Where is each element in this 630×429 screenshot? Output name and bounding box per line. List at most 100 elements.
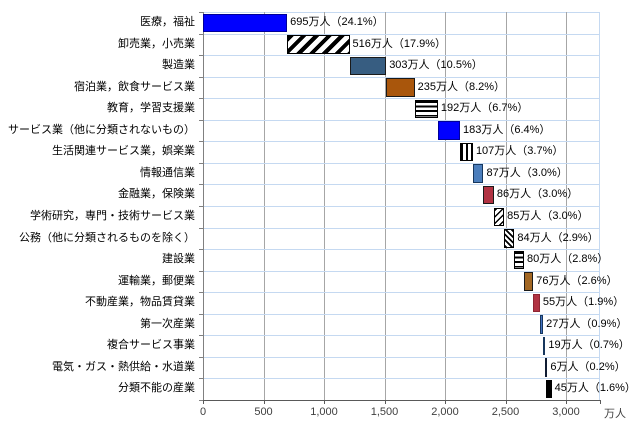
chart-bar	[386, 78, 415, 97]
data-label: 27万人（0.9%）	[546, 317, 628, 330]
x-axis-tick-label: 0	[199, 406, 207, 418]
chart-bar	[203, 13, 288, 33]
data-label: 695万人（24.1%）	[290, 16, 384, 28]
gridline-row	[203, 356, 600, 358]
gridline-row	[203, 119, 600, 121]
y-axis-tick	[199, 184, 203, 186]
y-axis-tick	[199, 400, 203, 401]
x-axis-tick	[263, 400, 265, 404]
x-axis-tick-label: 3,000	[552, 406, 580, 418]
y-axis-tick	[199, 313, 203, 315]
category-label: 製造業	[162, 59, 195, 72]
category-label: 情報通信業	[140, 166, 195, 179]
data-label: 86万人（3.0%）	[496, 188, 579, 201]
x-axis-tick	[203, 400, 204, 404]
gridline-row	[203, 141, 600, 143]
gridline-row	[203, 270, 600, 272]
category-label: 建設業	[162, 253, 195, 266]
chart-bar	[472, 164, 484, 183]
y-axis-tick	[199, 356, 203, 358]
chart-bar	[460, 142, 473, 162]
category-label: 医療，福祉	[140, 16, 195, 28]
data-label: 303万人（10.5%）	[389, 59, 483, 72]
gridline-row	[203, 335, 600, 337]
category-label: 卸売業，小売業	[118, 37, 195, 50]
gridline-row	[203, 184, 600, 186]
x-axis-tick-label: 1,500	[370, 406, 399, 418]
chart-bar	[483, 185, 494, 205]
x-axis-tick	[384, 400, 386, 404]
gridline-row	[203, 227, 600, 229]
x-axis-line	[203, 400, 601, 401]
y-axis-tick	[199, 141, 203, 143]
x-axis-tick	[566, 400, 567, 404]
y-axis-tick	[199, 206, 203, 207]
chart-bar	[524, 272, 534, 291]
x-axis-tick	[324, 400, 325, 404]
chart-bar	[514, 250, 524, 270]
x-axis-unit-label: 万人	[604, 408, 626, 420]
category-label: 生活関連サービス業，娯楽業	[52, 145, 195, 158]
data-label: 87万人（3.0%）	[486, 166, 568, 179]
category-label: 分類不能の産業	[118, 382, 195, 395]
category-label: 学術研究，専門・技術サービス業	[30, 210, 195, 222]
gridline-row	[203, 98, 600, 100]
y-axis-tick	[199, 98, 203, 100]
data-label: 55万人（1.9%）	[542, 296, 625, 309]
category-label: 金融業，保険業	[118, 188, 195, 201]
y-axis-tick	[199, 162, 203, 164]
y-axis-tick	[199, 12, 203, 13]
category-label: 不動産業，物品賃貸業	[85, 296, 195, 309]
gridline-row	[203, 249, 600, 251]
data-label: 183万人（6.4%）	[463, 123, 551, 136]
chart-bar	[493, 207, 505, 227]
chart-bar	[287, 35, 350, 54]
data-label: 192万人（6.7%）	[440, 102, 529, 115]
data-label: 76万人（2.6%）	[536, 274, 618, 287]
chart-bar	[543, 336, 546, 356]
chart-bar	[349, 56, 387, 76]
gridline-row	[203, 378, 600, 380]
gridline-row	[203, 33, 600, 35]
category-label: 複合サービス事業	[107, 339, 195, 352]
x-axis-tick-label: 500	[254, 406, 273, 418]
data-label: 80万人（2.8%）	[527, 253, 609, 266]
gridline-row	[203, 313, 600, 315]
chart-bar	[546, 379, 552, 399]
chart-bar	[533, 293, 540, 313]
gridline-row	[203, 162, 600, 164]
chart-bar	[545, 358, 548, 377]
gridline-row	[203, 206, 600, 207]
y-axis-tick	[199, 33, 203, 35]
gridline-row	[203, 55, 600, 57]
category-label: 宿泊業，飲食サービス業	[74, 80, 195, 93]
y-axis-tick	[199, 119, 203, 121]
data-label: 516万人（17.9%）	[352, 37, 447, 50]
y-axis-tick	[199, 378, 203, 380]
category-label: 運輸業，郵便業	[118, 274, 195, 287]
x-axis-tick	[445, 400, 446, 404]
x-axis-tick-label: 1,000	[310, 406, 338, 418]
y-axis-tick	[199, 55, 203, 57]
data-label: 85万人（3.0%）	[507, 210, 589, 222]
chart-bar	[437, 121, 460, 140]
y-axis-line	[203, 12, 204, 400]
chart-bar	[504, 229, 515, 248]
y-axis-tick	[199, 249, 203, 251]
category-label: 電気・ガス・熱供給・水道業	[52, 360, 195, 373]
data-label: 235万人（8.2%）	[417, 80, 506, 93]
y-axis-tick	[199, 335, 203, 337]
category-label: 第一次産業	[140, 317, 195, 330]
y-axis-tick	[199, 270, 203, 272]
data-label: 6万人（0.2%）	[550, 360, 626, 373]
data-label: 84万人（2.9%）	[517, 231, 599, 244]
y-axis-tick	[199, 292, 203, 294]
gridline-row	[203, 292, 600, 294]
data-label: 19万人（0.7%）	[548, 339, 630, 352]
x-axis-tick	[600, 400, 601, 404]
data-label: 45万人（1.6%）	[554, 382, 630, 395]
x-axis-tick-label: 2,500	[491, 406, 520, 418]
chart-bar	[539, 315, 544, 334]
x-axis-tick-label: 2,000	[431, 406, 459, 418]
